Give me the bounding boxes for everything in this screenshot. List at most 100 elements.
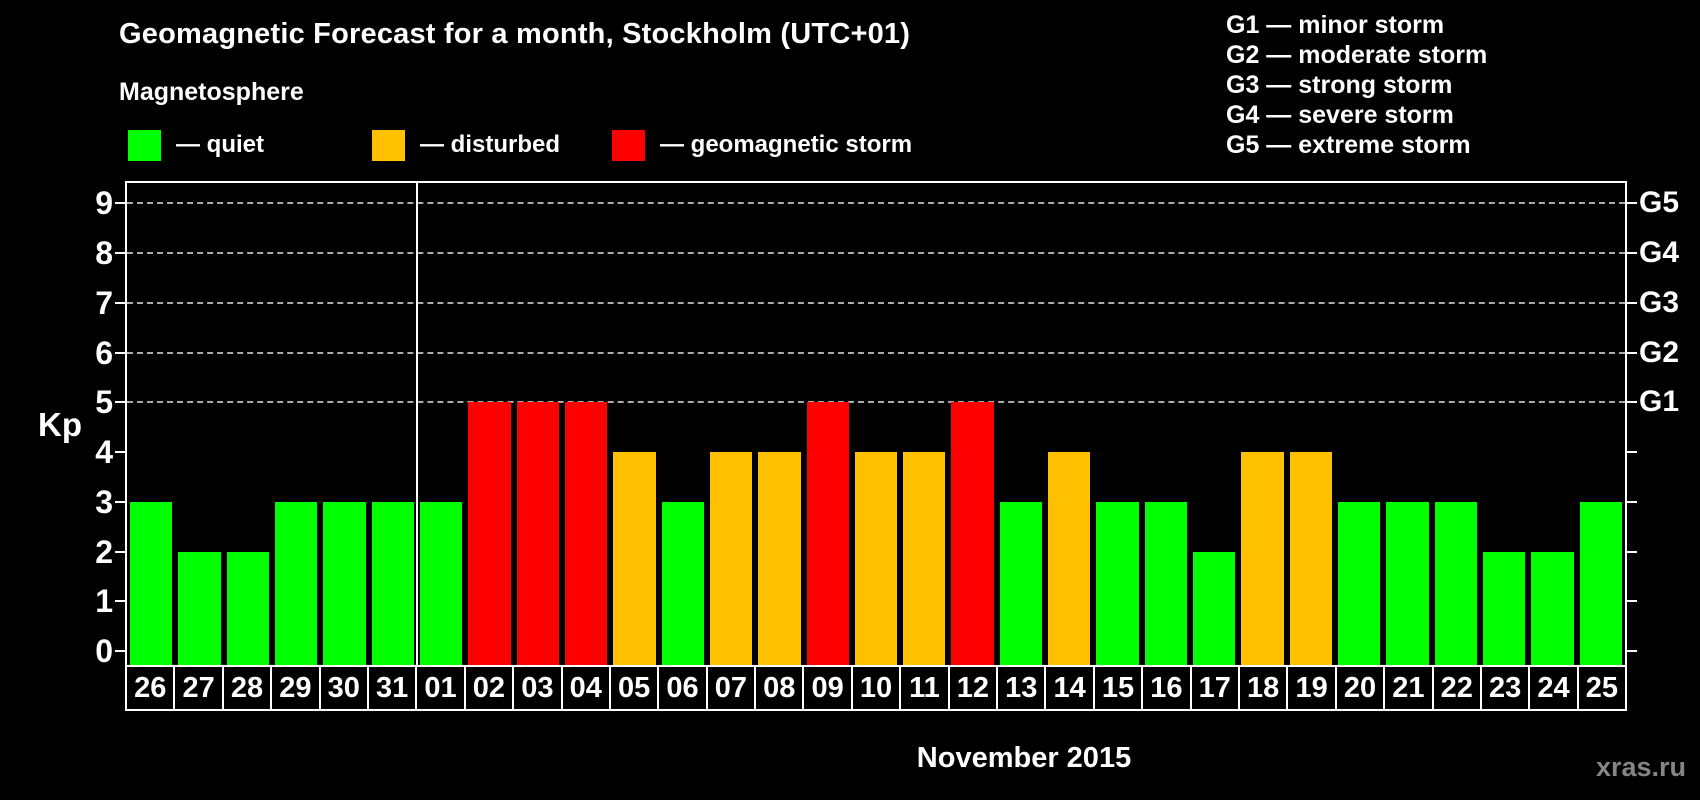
gridline-kp8 [127, 252, 1625, 254]
y-axis-tick [115, 401, 125, 404]
storm-color-swatch [612, 129, 645, 161]
g-legend-line-g5: G5 — extreme storm [1226, 131, 1471, 159]
y-tick-label: 3 [95, 483, 113, 520]
date-cell: 22 [1431, 665, 1482, 711]
y-tick-label: 0 [95, 633, 113, 669]
kp-bar [758, 452, 801, 665]
g-axis-tick [1627, 600, 1637, 603]
date-cell: 01 [415, 665, 466, 711]
date-cell: 24 [1528, 665, 1579, 711]
y-tick-label: 5 [95, 384, 113, 421]
watermark: xras.ru [1595, 752, 1686, 782]
kp-bar [323, 501, 366, 665]
legend-label-disturbed: — disturbed [420, 131, 561, 158]
y-tick-label: 7 [95, 284, 113, 321]
date-cell: 04 [560, 665, 611, 711]
y-axis-tick [115, 351, 125, 354]
kp-bar [903, 452, 946, 665]
kp-bar [709, 452, 753, 665]
magnetosphere-label: Magnetosphere [119, 78, 304, 106]
date-cell: 29 [270, 665, 321, 711]
date-axis: 26 27 28 29 30 31 01 02 03 04 05 06 07 08 09 10 11 12 13 14… [125, 665, 1628, 711]
y-tick-label: 9 [95, 185, 113, 222]
y-axis-tick [115, 600, 125, 603]
gridline-kp9 [127, 202, 1625, 205]
kp-bar [419, 501, 463, 665]
y-tick-label: 1 [95, 583, 113, 620]
g-tick-label-g4: G4 [1639, 236, 1680, 269]
gridline-kp7 [127, 301, 1625, 304]
date-cell: 13 [996, 665, 1047, 711]
legend-label-quiet: — quiet [176, 131, 264, 158]
g-axis-tick [1627, 550, 1637, 553]
date-cell: 28 [221, 665, 273, 711]
y-axis-tick [115, 451, 125, 453]
kp-bar [1434, 501, 1478, 665]
g-scale-legend: G1 — minor storm G2 — moderate storm G3 — … [1226, 10, 1487, 160]
date-cell: 08 [754, 665, 805, 711]
date-cell: 21 [1383, 665, 1434, 711]
legend-item-quiet: — quiet [128, 129, 264, 161]
date-cell: 26 [125, 665, 176, 711]
g-legend-line-g3: G3 — strong storm [1226, 71, 1453, 99]
kp-bar [468, 402, 511, 665]
kp-bar [1483, 551, 1526, 665]
g-axis-tick [1627, 401, 1637, 404]
date-cell: 25 [1576, 665, 1628, 711]
kp-bar [1289, 452, 1333, 665]
y-tick-label: 2 [95, 533, 113, 570]
kp-bar [1144, 501, 1188, 665]
g-axis-tick [1627, 451, 1637, 453]
kp-bar [854, 452, 898, 665]
date-cell: 03 [512, 665, 563, 711]
kp-bar [274, 501, 318, 665]
y-axis-tick [115, 500, 125, 503]
disturbed-color-swatch [372, 129, 405, 161]
g-axis-tick [1627, 351, 1637, 354]
kp-bar [1241, 452, 1284, 665]
date-cell: 02 [463, 665, 515, 711]
y-tick-label: 4 [95, 434, 113, 470]
date-cell: 18 [1237, 665, 1289, 711]
date-cell: 31 [366, 665, 418, 711]
g-axis-tick [1627, 301, 1637, 304]
kp-bar [613, 452, 656, 665]
g-tick-label-g5: G5 [1639, 186, 1680, 220]
date-cell: 12 [947, 665, 999, 711]
g-axis-tick [1627, 500, 1637, 503]
y-axis-labels: 0 1 2 3 4 5 6 7 8 9 [0, 183, 113, 669]
date-cell: 17 [1189, 665, 1240, 711]
g-legend-line-g2: G2 — moderate storm [1226, 41, 1488, 69]
kp-bar [1048, 452, 1091, 665]
g-axis-tick [1627, 252, 1637, 254]
legend-label-storm: — geomagnetic storm [660, 131, 913, 158]
kp-bar [178, 551, 221, 665]
date-cell: 14 [1044, 665, 1095, 711]
kp-bar [661, 501, 704, 665]
date-cell: 07 [705, 665, 757, 711]
chart-title: Geomagnetic Forecast for a month, Stockh… [119, 18, 911, 50]
y-axis-tick [115, 550, 125, 553]
g-axis-labels: G1 G2 G3 G4 G5 [1639, 183, 1699, 665]
month-label: November 2015 [916, 742, 1132, 774]
g-axis-tick [1627, 650, 1637, 652]
y-tick-label: 8 [95, 235, 113, 271]
kp-bar [806, 402, 849, 665]
quiet-color-swatch [128, 129, 161, 161]
month-separator-line [415, 183, 418, 665]
kp-bar [999, 501, 1043, 665]
kp-bar [371, 501, 414, 665]
gridline-kp6 [127, 351, 1625, 354]
date-cell: 05 [608, 665, 660, 711]
date-cell: 19 [1286, 665, 1337, 711]
plot-area [115, 181, 1637, 667]
date-cell: 10 [850, 665, 902, 711]
kp-bar [564, 402, 608, 665]
kp-bar [1531, 551, 1574, 665]
legend-item-disturbed: — disturbed [372, 129, 560, 161]
y-axis-tick [115, 252, 125, 254]
date-cell: 27 [173, 665, 224, 711]
g-tick-label-g1: G1 [1639, 385, 1680, 419]
y-axis-tick [115, 301, 125, 304]
kp-bar [1193, 551, 1236, 665]
